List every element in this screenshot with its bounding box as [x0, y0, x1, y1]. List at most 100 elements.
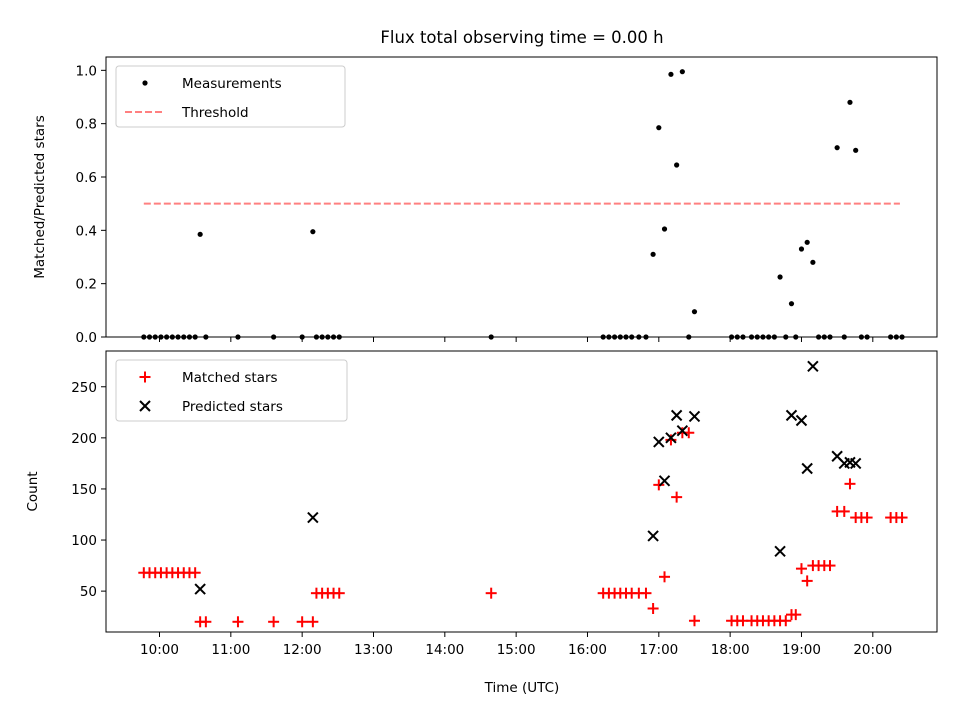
ratio-panel: 0.0 0.2 0.4 0.6 0.8 1.0 Matched/Predicted star… [32, 56, 938, 346]
count-series-0-point-50 [795, 563, 807, 575]
count-y-tick-label-4: 250 [71, 380, 97, 396]
count-series-0-point-20 [333, 587, 345, 599]
count-series-0-point-34 [671, 491, 683, 503]
count-series-1-point-11 [795, 414, 808, 427]
ratio-series-0-point-32 [661, 226, 668, 232]
ratio-series-0-point-51 [804, 239, 810, 245]
x-tick-label-5: 15:00 [497, 642, 536, 658]
count-series-0-point-15 [307, 616, 319, 628]
count-legend-marker-1 [139, 400, 151, 412]
count-series-1-point-8 [688, 410, 701, 423]
count-frame [105, 350, 938, 633]
count-series-0-point-58 [844, 478, 856, 490]
count-y-tick-label-0: 50 [80, 584, 97, 600]
count-series-0-point-55 [824, 560, 836, 572]
count-series-1-point-7 [676, 424, 689, 437]
count-y-axis-label: Count [25, 471, 41, 511]
ratio-series-0-point-33 [668, 71, 674, 77]
ratio-series-0-point-56 [834, 145, 840, 151]
count-series-1-point-4 [658, 475, 671, 487]
count-series-1-point-10 [785, 409, 798, 422]
x-tick-label-0: 10:00 [140, 642, 179, 658]
ratio-y-tick-label-0: 0.0 [76, 330, 97, 346]
ratio-y-tick-label-3: 0.6 [76, 170, 97, 186]
ratio-series-0-point-34 [674, 162, 680, 168]
x-tick-label-1: 11:00 [211, 642, 250, 658]
ratio-series-0-point-48 [788, 301, 795, 307]
ratio-y-axis-label: Matched/Predicted stars [32, 115, 48, 278]
ratio-series-0-point-15 [310, 229, 316, 235]
count-series-0-point-47 [780, 615, 792, 627]
count-legend-marker-0 [139, 371, 151, 383]
count-series-0-point-31 [653, 479, 665, 491]
ratio-y-tick-label-4: 0.8 [76, 117, 97, 133]
ratio-frame [105, 56, 938, 338]
count-series-1-point-1 [307, 511, 319, 524]
count-series-0-point-51 [801, 575, 813, 587]
count-series-0-point-13 [268, 616, 280, 628]
ratio-legend-box [115, 65, 346, 128]
count-series-1 [194, 360, 862, 595]
count-series-1-point-2 [647, 530, 659, 542]
ratio-series-0-point-37 [691, 309, 698, 315]
count-series-1-point-6 [670, 409, 683, 422]
x-tick-label-4: 14:00 [425, 642, 464, 658]
ratio-series-0-point-59 [853, 147, 859, 153]
count-y-tick-label-1: 100 [71, 533, 97, 549]
ratio-series-0-point-30 [650, 251, 656, 257]
count-series-0-point-49 [790, 609, 802, 621]
count-series-0 [138, 427, 908, 628]
count-y-tick-label-2: 150 [71, 482, 97, 498]
ratio-legend-label-0: Measurements [182, 76, 282, 92]
x-tick-label-7: 17:00 [639, 642, 678, 658]
ratio-legend: Measurements Threshold [115, 65, 346, 128]
x-tick-label-9: 19:00 [782, 642, 821, 658]
ratio-series-0-point-46 [777, 274, 783, 280]
count-series-0-point-30 [647, 602, 659, 614]
count-legend-label-0: Matched stars [182, 370, 278, 386]
x-axis-label: Time (UTC) [484, 680, 560, 696]
x-tick-label-8: 18:00 [711, 642, 750, 658]
count-series-1-point-9 [774, 545, 786, 557]
count-legend: Matched stars Predicted stars [115, 359, 348, 422]
count-series-1-point-12 [801, 462, 813, 475]
ratio-series-0-point-35 [679, 69, 685, 75]
ratio-series-0-point-50 [798, 246, 805, 252]
count-y-tick-label-3: 200 [71, 431, 97, 447]
count-series-1-point-5 [665, 432, 677, 444]
count-series-1-point-13 [807, 360, 819, 373]
count-series-0-point-32 [659, 571, 671, 583]
count-series-1-point-17 [849, 457, 862, 470]
count-series-0-point-33 [665, 434, 677, 446]
count-series-0-point-37 [688, 615, 700, 627]
count-series-0-point-11 [200, 616, 212, 628]
x-tick-label-3: 13:00 [354, 642, 393, 658]
count-series-1-point-3 [653, 436, 665, 448]
x-tick-label-10: 20:00 [853, 642, 892, 658]
ratio-legend-marker-0 [142, 80, 148, 86]
ratio-series-0-point-52 [810, 259, 816, 265]
count-series-0-point-64 [896, 512, 908, 524]
ratio-series-0-point-58 [847, 99, 853, 105]
ratio-series-0-point-31 [656, 125, 662, 131]
ratio-series-0-point-10 [197, 231, 203, 237]
count-panel: 10:00 11:00 12:00 13:00 14:00 15:00 16:00 17:00… [25, 350, 938, 658]
count-series-0-point-12 [232, 616, 244, 628]
ratio-legend-label-1: Threshold [181, 105, 249, 121]
ratio-y-tick-label-2: 0.4 [76, 223, 97, 239]
chart-title: Flux total observing time = 0.00 h [380, 28, 663, 47]
x-tick-label-2: 12:00 [283, 642, 322, 658]
count-legend-box [115, 359, 348, 422]
count-series-0-point-21 [485, 587, 497, 599]
ratio-y-tick-label-1: 0.2 [76, 277, 97, 293]
count-series-0-point-9 [189, 567, 201, 579]
count-series-0-point-61 [861, 512, 873, 524]
count-series-0-point-29 [640, 587, 652, 599]
x-tick-label-6: 16:00 [568, 642, 607, 658]
ratio-y-tick-label-5: 1.0 [76, 63, 97, 79]
count-series-0-point-57 [838, 505, 850, 517]
count-series-0-point-14 [296, 616, 308, 628]
count-series-1-point-0 [194, 583, 206, 595]
count-legend-label-1: Predicted stars [182, 399, 283, 415]
